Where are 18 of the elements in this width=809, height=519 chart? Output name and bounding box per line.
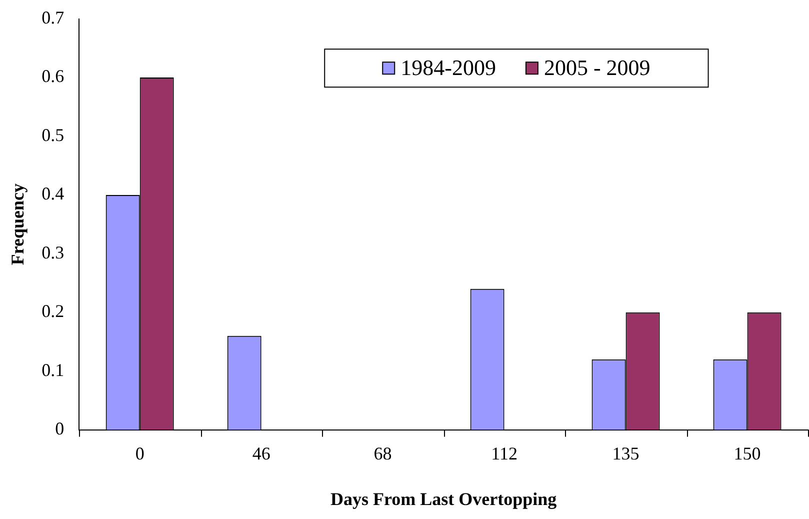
x-tick-label: 46 [252,443,270,464]
x-tick-label: 0 [135,443,144,464]
x-tick-label: 68 [374,443,392,464]
y-tick-label: 0 [55,418,64,439]
x-tick-label: 112 [491,443,518,464]
x-axis-title: Days From Last Overtopping [330,488,557,509]
y-tick-label: 0.6 [42,66,64,86]
legend-label: 2005 - 2009 [544,54,650,80]
y-tick-label: 0.7 [42,8,64,28]
y-tick-label: 0.1 [42,360,64,380]
legend-label: 1984-2009 [400,54,496,80]
x-tick-label: 150 [734,443,761,464]
y-tick-label: 0.5 [42,124,64,145]
x-tick-label: 135 [612,443,640,464]
y-axis-title: Frequency [7,183,28,266]
y-tick-label: 0.3 [42,242,64,262]
y-tick-label: 0.4 [42,184,64,204]
y-tick-label: 0.2 [42,301,64,322]
